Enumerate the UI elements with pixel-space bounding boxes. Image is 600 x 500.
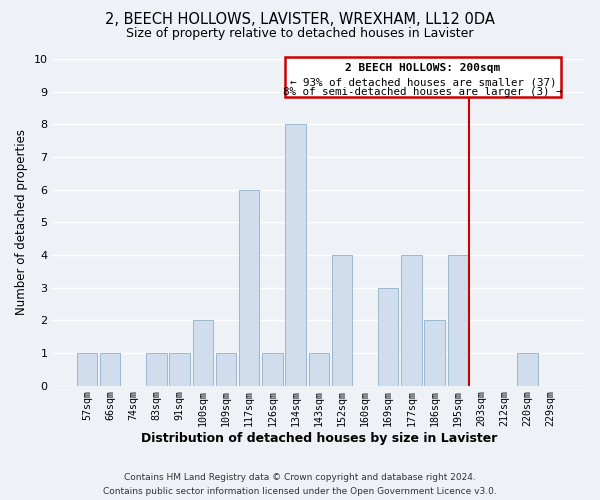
Bar xyxy=(77,353,97,386)
Bar xyxy=(332,255,352,386)
Bar xyxy=(378,288,398,386)
Bar xyxy=(286,124,306,386)
Bar xyxy=(146,353,167,386)
Bar xyxy=(262,353,283,386)
Bar xyxy=(216,353,236,386)
Text: Size of property relative to detached houses in Lavister: Size of property relative to detached ho… xyxy=(126,28,474,40)
Bar xyxy=(193,320,213,386)
Text: ← 93% of detached houses are smaller (37): ← 93% of detached houses are smaller (37… xyxy=(290,78,556,88)
Text: 2 BEECH HOLLOWS: 200sqm: 2 BEECH HOLLOWS: 200sqm xyxy=(346,63,500,73)
Bar xyxy=(517,353,538,386)
Text: 8% of semi-detached houses are larger (3) →: 8% of semi-detached houses are larger (3… xyxy=(283,87,563,97)
Bar xyxy=(100,353,120,386)
X-axis label: Distribution of detached houses by size in Lavister: Distribution of detached houses by size … xyxy=(140,432,497,445)
Bar xyxy=(308,353,329,386)
Text: 2, BEECH HOLLOWS, LAVISTER, WREXHAM, LL12 0DA: 2, BEECH HOLLOWS, LAVISTER, WREXHAM, LL1… xyxy=(105,12,495,28)
Y-axis label: Number of detached properties: Number of detached properties xyxy=(15,130,28,316)
Bar xyxy=(239,190,259,386)
Bar xyxy=(448,255,468,386)
Bar xyxy=(401,255,422,386)
Bar xyxy=(169,353,190,386)
Bar xyxy=(424,320,445,386)
Text: Contains public sector information licensed under the Open Government Licence v3: Contains public sector information licen… xyxy=(103,486,497,496)
FancyBboxPatch shape xyxy=(285,58,561,96)
Text: Contains HM Land Registry data © Crown copyright and database right 2024.: Contains HM Land Registry data © Crown c… xyxy=(124,473,476,482)
